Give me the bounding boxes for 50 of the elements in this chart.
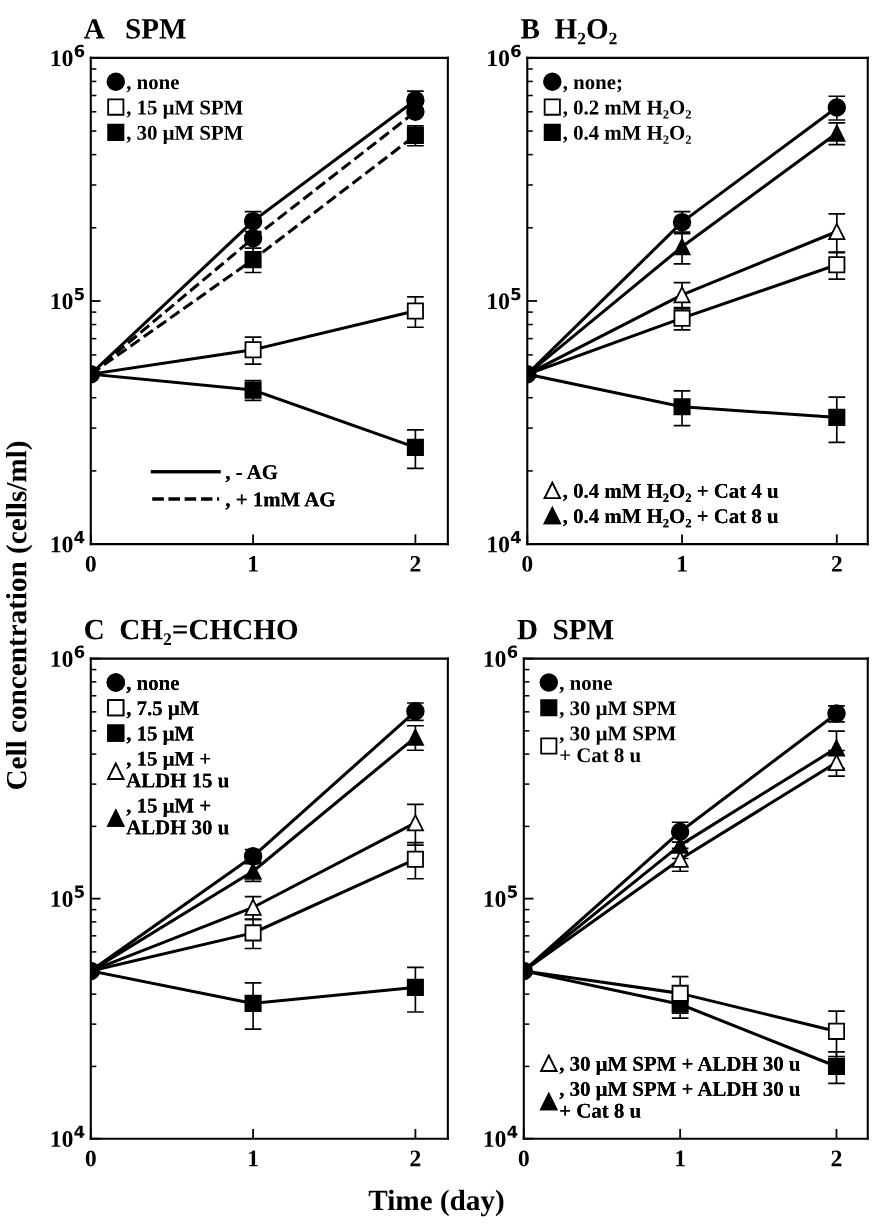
chart-title: D SPM [517,619,614,640]
y-tick-label: 10$^{6}$ [488,44,521,67]
y-tick-label: 10$^{5}$ [488,287,521,310]
annotation: , + 1mM AG [225,492,335,510]
x-tick-label: 2 [831,555,842,572]
legend-label: , 30 μM SPM [126,125,243,145]
legend-label: , 30 μM SPM [559,701,676,720]
chart-title: B H₂O₂ [520,19,617,45]
y-tick-label: 10$^{5}$ [51,885,84,907]
y-tick-label: 10$^{6}$ [51,44,85,67]
x-tick-label: 1 [678,556,687,572]
x-tick-label: 0 [85,1150,96,1167]
x-tick-label: 1 [249,1150,258,1167]
legend-label: , 0.4 mM H₂O₂ + Cat 4 u [562,483,779,502]
y-axis-title: Cell concentration (cells/ml) [5,441,33,790]
x-tick-label: 2 [410,1150,421,1167]
x-axis-title: Time (day) [368,1189,504,1217]
legend-label: , none [126,79,179,93]
annotation: , - AG [225,465,278,483]
legend-label: , 15 μM SPM [126,100,243,119]
legend-label: , 15 μM + ALDH 15 u [126,751,229,788]
x-tick-label: 2 [410,555,421,572]
y-tick-label: 10$^{4}$ [484,1125,518,1147]
y-tick-label: 10$^{5}$ [484,885,517,907]
x-tick-label: 1 [676,1150,685,1167]
x-tick-label: 0 [518,1150,529,1167]
chart-title: C CH₂=CHCHO [85,619,298,645]
y-tick-label: 10$^{4}$ [51,1125,85,1147]
y-tick-label: 10$^{4}$ [488,531,521,553]
legend-label: , 30 μM SPM + ALDH 30 u + Cat 8 u [559,1081,800,1118]
x-tick-label: 0 [85,555,96,572]
y-tick-label: 10$^{6}$ [484,645,518,667]
legend-label: , 15 μM + ALDH 30 u [126,798,229,835]
legend-label: , none [559,680,612,694]
legend-label: , 0.4 mM H₂O₂ [562,125,691,144]
y-tick-label: 10$^{6}$ [51,645,85,667]
legend-label: , none; [562,79,622,93]
x-tick-label: 1 [249,556,258,572]
x-tick-label: 2 [831,1150,842,1167]
x-tick-label: 0 [522,555,533,572]
legend-label: , 7.5 μM [126,701,199,720]
legend-label: , 30 μM SPM + Cat 8 u [559,726,676,763]
legend-label: , 0.4 mM H₂O₂ + Cat 8 u [562,509,779,528]
legend-label: , 0.2 mM H₂O₂ [562,100,691,119]
legend-label: , none [126,680,179,694]
legend-label: , 15 μM [126,726,194,745]
chart-title: A SPM [83,19,186,39]
legend-label: , 30 μM SPM + ALDH 30 u [559,1056,800,1076]
y-tick-label: 10$^{5}$ [51,287,84,310]
y-tick-label: 10$^{4}$ [51,531,85,553]
